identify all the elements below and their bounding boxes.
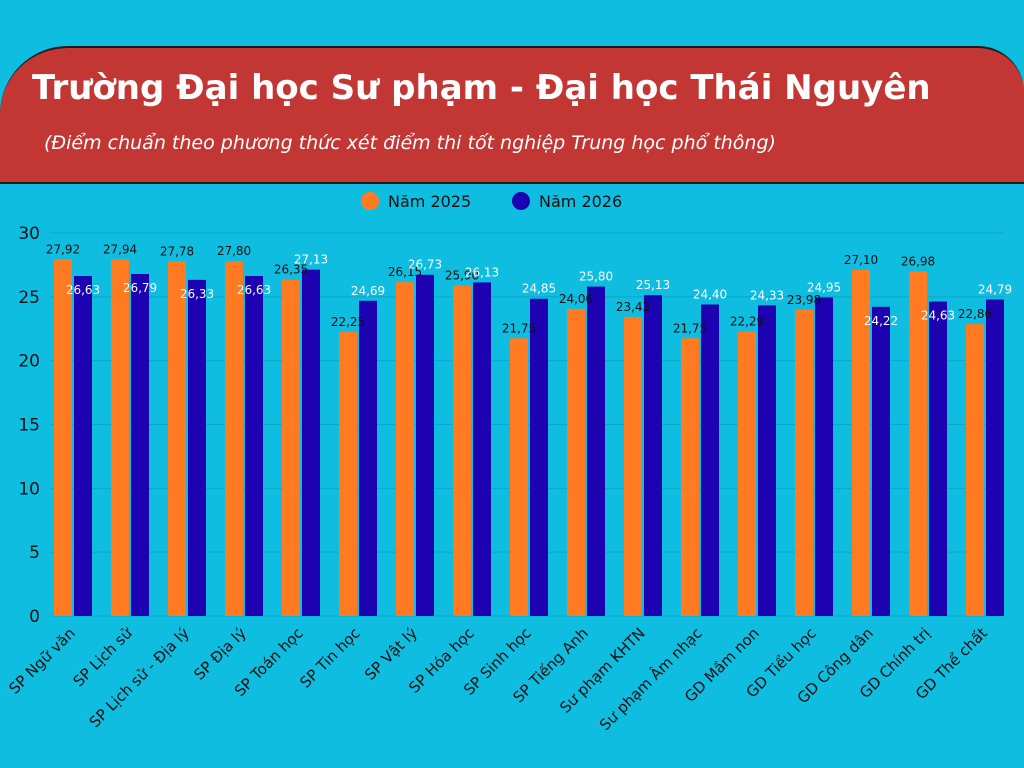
bar-2026 xyxy=(473,282,491,616)
data-label-2026: 24,22 xyxy=(864,314,898,328)
data-label-2025: 27,10 xyxy=(844,253,878,267)
legend-label-1: Năm 2025 xyxy=(388,192,471,211)
bar-2026 xyxy=(131,273,149,616)
y-tick-label: 10 xyxy=(18,479,40,499)
data-label-2026: 26,33 xyxy=(180,287,214,301)
data-label-2026: 25,80 xyxy=(579,270,613,284)
bar-2026 xyxy=(872,306,890,616)
data-label-2026: 26,13 xyxy=(465,265,499,279)
data-label-2026: 26,79 xyxy=(123,281,157,295)
bar-2025 xyxy=(168,261,186,616)
bar-2025 xyxy=(966,324,984,616)
bar-2026 xyxy=(701,304,719,616)
bar-2025 xyxy=(738,331,756,616)
data-label-2025: 26,15 xyxy=(388,265,422,279)
x-tick-label: Sư phạm Âm nhạc xyxy=(595,623,706,734)
data-label-2025: 26,35 xyxy=(274,263,308,277)
bar-2026 xyxy=(587,286,605,616)
legend-marker-1 xyxy=(361,192,379,210)
bar-2026 xyxy=(302,269,320,616)
data-label-2025: 22,25 xyxy=(331,315,365,329)
bar-2026 xyxy=(359,300,377,616)
bar-2025 xyxy=(909,271,927,616)
data-label-2025: 25,90 xyxy=(445,268,479,282)
data-label-2025: 21,75 xyxy=(673,321,707,335)
bar-2025 xyxy=(852,270,870,616)
bar-2026 xyxy=(245,276,263,616)
legend-marker-2 xyxy=(512,192,530,210)
data-label-2025: 22,29 xyxy=(730,314,764,328)
y-tick-label: 5 xyxy=(29,543,40,563)
x-tick-label: SP Lịch sử - Địa lý xyxy=(86,624,193,731)
data-label-2026: 24,69 xyxy=(351,284,385,298)
y-tick-label: 20 xyxy=(18,352,40,372)
bar-2026 xyxy=(644,295,662,616)
data-label-2025: 27,80 xyxy=(217,244,251,258)
bar-2025 xyxy=(225,261,243,616)
x-tick-label: SP Tin học xyxy=(296,624,363,691)
y-tick-label: 15 xyxy=(18,416,40,436)
data-label-2026: 24,79 xyxy=(978,283,1012,297)
bar-2025 xyxy=(510,338,528,616)
bar-2025 xyxy=(54,259,72,616)
bar-2026 xyxy=(929,301,947,616)
data-label-2025: 27,92 xyxy=(46,243,80,257)
data-label-2026: 25,13 xyxy=(636,278,670,292)
y-tick-label: 0 xyxy=(29,607,40,627)
bar-2025 xyxy=(282,279,300,616)
header-banner: Trường Đại học Sư phạm - Đại học Thái Ng… xyxy=(0,46,1024,184)
data-label-2026: 26,73 xyxy=(408,258,442,272)
data-label-2026: 24,33 xyxy=(750,288,784,302)
bar-2025 xyxy=(795,309,813,616)
data-label-2026: 26,63 xyxy=(66,283,100,297)
bar-2026 xyxy=(815,297,833,616)
bar-2025 xyxy=(567,308,585,616)
data-label-2025: 23,98 xyxy=(787,293,821,307)
y-tick-label: 25 xyxy=(18,288,40,308)
y-tick-label: 30 xyxy=(18,224,40,244)
data-label-2026: 26,63 xyxy=(237,283,271,297)
data-label-2026: 27,13 xyxy=(294,253,328,267)
bar-2025 xyxy=(681,338,699,616)
x-tick-label: SP Ngữ văn xyxy=(5,624,78,697)
legend-label-2: Năm 2026 xyxy=(539,192,622,211)
bar-2025 xyxy=(453,285,471,616)
bar-2026 xyxy=(74,276,92,616)
data-label-2025: 26,98 xyxy=(901,255,935,269)
page-title: Trường Đại học Sư phạm - Đại học Thái Ng… xyxy=(32,68,931,108)
page-subtitle: (Điểm chuẩn theo phương thức xét điểm th… xyxy=(44,132,776,154)
data-label-2025: 27,78 xyxy=(160,244,194,258)
x-tick-label: SP Địa lý xyxy=(190,624,250,684)
bar-2026 xyxy=(416,274,434,616)
data-label-2025: 22,86 xyxy=(958,307,992,321)
data-label-2026: 24,95 xyxy=(807,280,841,294)
data-label-2025: 24,06 xyxy=(559,292,593,306)
bar-2026 xyxy=(986,299,1004,616)
data-label-2026: 24,40 xyxy=(693,287,727,301)
x-tick-label: SP Vật lý xyxy=(361,624,421,684)
data-label-2025: 23,43 xyxy=(616,300,650,314)
bar-2026 xyxy=(758,305,776,616)
data-label-2025: 27,94 xyxy=(103,242,137,256)
bar-2026 xyxy=(188,279,206,616)
bar-2025 xyxy=(624,316,642,616)
bar-2025 xyxy=(396,282,414,616)
bar-2025 xyxy=(111,259,129,616)
bar-2025 xyxy=(339,331,357,616)
data-label-2025: 21,75 xyxy=(502,321,536,335)
data-label-2026: 24,63 xyxy=(921,309,955,323)
bar-2026 xyxy=(530,298,548,616)
data-label-2026: 24,85 xyxy=(522,282,556,296)
